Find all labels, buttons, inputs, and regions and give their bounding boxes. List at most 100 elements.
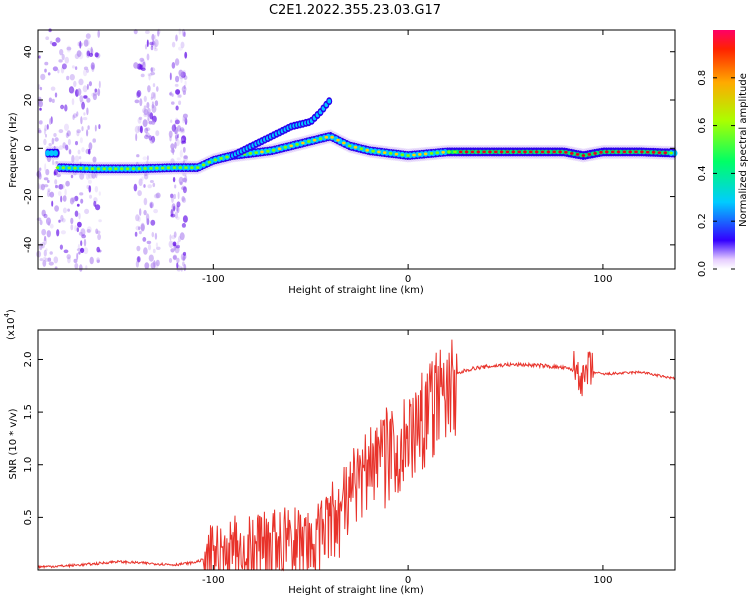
noise-speckle	[182, 261, 185, 267]
trace-mid	[88, 165, 94, 172]
noise-speckle	[58, 219, 61, 223]
trace-core	[494, 150, 498, 154]
trace-core	[464, 150, 469, 154]
noise-speckle	[92, 92, 98, 96]
noise-speckle	[92, 138, 96, 143]
noise-speckle	[86, 229, 91, 233]
noise-speckle	[182, 69, 186, 77]
noise-speckle	[137, 256, 140, 263]
trace-core	[634, 150, 638, 154]
noise-speckle	[172, 255, 177, 260]
noise-speckle	[181, 196, 185, 202]
trace-mid	[68, 165, 74, 171]
noise-speckle	[184, 80, 187, 86]
noise-speckle	[71, 155, 75, 163]
trace-core	[301, 141, 305, 145]
noise-speckle	[74, 155, 80, 162]
trace-core	[271, 148, 276, 152]
noise-speckle	[180, 77, 183, 83]
noise-speckle	[76, 227, 80, 233]
noise-speckle	[78, 78, 84, 86]
noise-speckle	[83, 66, 89, 71]
trace-core	[552, 150, 556, 154]
noise-speckle	[73, 80, 77, 87]
noise-speckle	[58, 59, 63, 63]
noise-speckle	[51, 137, 55, 145]
heatmap-xlabel: Height of straight line (km)	[288, 285, 424, 296]
trace-core	[79, 166, 83, 170]
noise-speckle	[182, 186, 187, 194]
trace-core	[225, 155, 229, 159]
trace-core	[534, 150, 539, 154]
noise-speckle	[134, 125, 140, 134]
noise-speckle	[98, 80, 101, 89]
trace-core	[172, 166, 177, 170]
noise-speckle	[46, 230, 51, 238]
noise-speckle	[79, 40, 82, 49]
trace-mid	[49, 150, 55, 157]
trace-core	[307, 140, 311, 143]
noise-speckle	[88, 148, 91, 155]
noise-speckle	[49, 223, 54, 229]
noise-speckle	[176, 201, 181, 208]
noise-speckle	[181, 140, 187, 144]
trace-core	[382, 151, 387, 155]
noise-speckle	[81, 234, 86, 239]
trace-core	[441, 150, 446, 154]
noise-speckle	[94, 124, 97, 132]
noise-speckle	[78, 212, 81, 220]
noise-speckle	[91, 92, 95, 97]
noise-speckle	[44, 68, 47, 73]
trace-mid	[263, 148, 269, 155]
trace-mid	[395, 151, 401, 158]
noise-speckle	[55, 37, 61, 43]
svg-text:(x104): (x104)	[3, 309, 17, 340]
noise-speckle	[71, 65, 75, 69]
noise-speckle	[179, 73, 185, 80]
noise-speckle	[48, 261, 54, 266]
noise-speckle	[74, 53, 80, 60]
noise-speckle	[171, 195, 174, 203]
noise-speckle	[47, 188, 51, 192]
noise-speckle	[149, 180, 154, 183]
trace-core	[190, 166, 194, 170]
trace-core	[137, 167, 142, 171]
snr-multiplier: (x104)	[3, 309, 17, 340]
noise-speckle	[150, 45, 154, 51]
noise-speckle	[178, 28, 181, 35]
noise-speckle	[83, 69, 88, 77]
noise-speckle	[155, 259, 160, 267]
noise-speckle	[77, 41, 80, 47]
noise-speckle	[38, 120, 43, 125]
noise-speckle	[142, 119, 148, 127]
colorbar-ticks: 0.0 0.2 0.4 0.6 0.8	[697, 70, 735, 277]
noise-speckle	[62, 142, 66, 149]
noise-speckle	[63, 249, 69, 254]
noise-speckle	[82, 117, 88, 121]
noise-speckle	[138, 230, 142, 235]
noise-speckle	[46, 217, 51, 226]
noise-speckle	[136, 245, 141, 252]
noise-speckle	[170, 193, 174, 199]
noise-speckle	[44, 124, 48, 132]
trace-core	[67, 166, 71, 170]
noise-speckle	[88, 52, 94, 58]
trace-core	[476, 150, 481, 154]
trace-core	[394, 152, 399, 156]
trace-mid	[80, 165, 86, 172]
noise-speckle	[175, 89, 181, 95]
noise-speckle	[58, 145, 64, 150]
y-tick-label: 2.0	[23, 352, 34, 368]
trace-core	[453, 150, 457, 154]
trace-core	[336, 138, 340, 142]
noise-speckle	[140, 223, 145, 232]
noise-speckle	[150, 202, 153, 209]
noise-speckle	[70, 174, 74, 179]
noise-speckle	[170, 119, 173, 123]
noise-speckle	[149, 201, 154, 209]
noise-speckle	[79, 192, 84, 196]
noise-speckle	[85, 33, 91, 39]
noise-speckle	[66, 254, 71, 260]
trace-core	[342, 141, 346, 145]
noise-speckle	[154, 42, 157, 50]
